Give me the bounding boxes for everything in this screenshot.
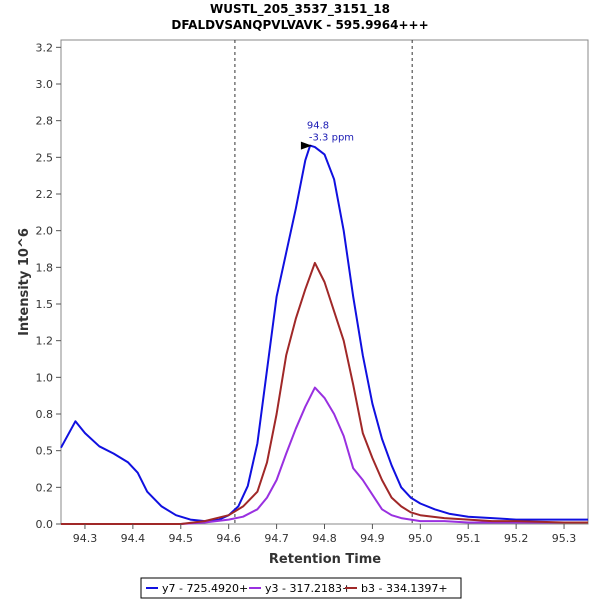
chart-subtitle: DFALDVSANQPVLVAVK - 595.9964+++ (171, 18, 428, 32)
x-tick-label: 94.6 (216, 532, 241, 545)
series-line-b3 (61, 261, 588, 525)
legend-label: y3 - 317.2183+ (265, 582, 351, 595)
y-tick-label: 2.2 (36, 188, 54, 201)
x-axis-label: Retention Time (269, 552, 381, 567)
legend-label: b3 - 334.1397+ (361, 582, 448, 595)
x-tick-label: 94.5 (169, 532, 194, 545)
series-line-y7 (60, 144, 588, 523)
legend-box (140, 577, 462, 599)
y-tick-label: 2.0 (36, 225, 54, 238)
x-tick-label: 94.9 (360, 532, 385, 545)
chart-title: WUSTL_205_3537_3151_18 (210, 2, 390, 17)
x-tick-label: 95.2 (504, 532, 529, 545)
y-tick-label: 3.0 (36, 78, 54, 91)
x-tick-label: 94.8 (312, 532, 337, 545)
y-tick-label: 0.5 (36, 445, 54, 458)
y-tick-label: 1.2 (36, 335, 54, 348)
axes: 94.3 94.4 94.5 94.6 94.7 94.8 94.9 95.0 95.1 95.2… (36, 41, 577, 545)
peak-rt-label: 94.8 (307, 121, 329, 132)
y-axis-label: Intensity 10^6 (17, 228, 32, 336)
x-tick-label: 94.3 (73, 532, 98, 545)
peak-ppm-label: -3.3 ppm (309, 133, 354, 144)
y-tick-label: 1.8 (36, 261, 54, 274)
x-tick-label: 94.7 (264, 532, 289, 545)
y-tick-label: 2.5 (36, 151, 54, 164)
series-line-y3 (61, 386, 588, 525)
peak-marker-icon (300, 141, 312, 150)
legend-label: y7 - 725.4920+ (162, 582, 248, 595)
y-tick-label: 0.0 (36, 518, 54, 531)
x-tick-label: 95.1 (456, 532, 481, 545)
x-tick-label: 94.4 (121, 532, 146, 545)
y-tick-label: 1.5 (36, 298, 54, 311)
y-tick-label: 0.2 (36, 481, 54, 494)
x-tick-label: 95.3 (552, 532, 577, 545)
y-tick-label: 1.0 (36, 371, 54, 384)
legend: y7 - 725.4920+ y3 - 317.2183+ b3 - 334.139… (140, 577, 462, 599)
y-tick-label: 2.8 (36, 115, 54, 128)
y-tick-label: 3.2 (36, 41, 54, 54)
x-tick-label: 95.0 (408, 532, 433, 545)
peak-annotation: 94.8 -3.3 ppm (300, 121, 354, 150)
y-tick-label: 0.8 (36, 408, 54, 421)
series-group (60, 144, 588, 525)
peak-boundaries (234, 40, 413, 524)
